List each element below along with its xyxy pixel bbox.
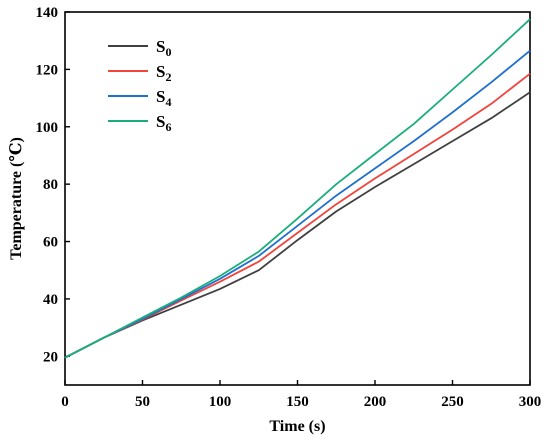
y-axis-title: Temperature (℃) [8, 137, 25, 260]
x-tick-label: 300 [519, 394, 542, 410]
legend-label: S4 [156, 87, 171, 109]
series-line-s6 [64, 18, 531, 359]
x-tick-label: 250 [441, 394, 464, 410]
series-line-s4 [64, 50, 531, 359]
legend-label: S2 [156, 62, 171, 84]
y-tick-label: 140 [36, 5, 59, 21]
x-axis-title: Time (s) [269, 418, 325, 435]
y-tick-label: 40 [43, 292, 58, 308]
plot-frame [64, 11, 531, 386]
x-tick-label: 50 [135, 394, 150, 410]
legend-label: S6 [156, 112, 171, 134]
x-tick-label: 100 [209, 394, 232, 410]
legend: S0 S2 S4 S6 [108, 37, 171, 134]
x-tick-label: 150 [286, 394, 309, 410]
y-tick-label: 120 [36, 62, 59, 78]
legend-label: S0 [156, 37, 171, 59]
axis-ticks: 0 50 100 150 200 250 300 20 40 60 80 100 120 140 [36, 5, 542, 410]
y-tick-label: 80 [43, 177, 58, 193]
y-tick-label: 60 [43, 235, 58, 251]
series-lines [64, 18, 531, 359]
series-line-s2 [64, 72, 531, 359]
x-tick-label: 0 [61, 394, 69, 410]
y-tick-label: 100 [36, 120, 59, 136]
y-tick-label: 20 [43, 349, 58, 365]
plot-area [64, 11, 531, 386]
x-tick-label: 200 [364, 394, 387, 410]
